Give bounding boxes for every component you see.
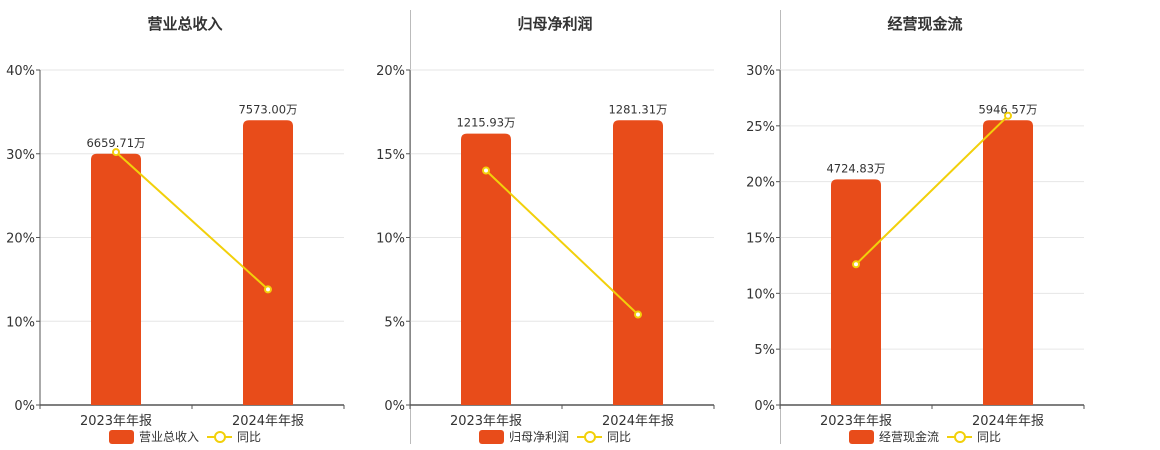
y-tick-label: 25% [746, 120, 775, 135]
y-tick-label: 20% [376, 64, 405, 79]
y-tick-label: 10% [746, 287, 775, 302]
chart-legend: 经营现金流 同比 [740, 428, 1110, 445]
chart-legend: 营业总收入 同比 [0, 428, 370, 445]
legend-item-bar[interactable]: 营业总收入 [108, 428, 199, 445]
x-tick-label: 2023年年报 [80, 414, 152, 429]
chart-title: 经营现金流 [887, 15, 963, 33]
chart-legend: 归母净利润 同比 [370, 428, 740, 445]
yoy-point [264, 285, 272, 294]
y-tick-label: 10% [6, 315, 35, 330]
y-tick-label: 40% [6, 64, 35, 79]
yoy-point [1004, 111, 1012, 120]
legend-label: 同比 [977, 430, 1002, 444]
legend-item-line[interactable]: 同比 [207, 428, 261, 445]
legend-label: 经营现金流 [878, 430, 939, 444]
legend-bar-swatch-icon [478, 429, 504, 444]
legend-item-line[interactable]: 同比 [947, 428, 1001, 445]
chart-plot: 0% 10% 20% 30% 40% 2023年年报 2024年年报 6659.71万 7573… [6, 64, 345, 429]
bar [461, 133, 511, 405]
chart-plot: 0% 5% 10% 15% 20% 2023年年报 2024年年报 1215.93万 1281.… [376, 64, 715, 429]
x-tick-label: 2024年年报 [972, 414, 1044, 429]
yoy-point [634, 310, 642, 319]
chart-title: 归母净利润 [517, 15, 593, 33]
chart-title: 营业总收入 [147, 15, 223, 33]
y-tick-label: 0% [754, 399, 775, 414]
data-label: 1281.31万 [608, 102, 667, 116]
legend-bar-swatch-icon [848, 429, 874, 444]
data-label: 7573.00万 [238, 102, 297, 116]
data-label: 6659.71万 [86, 136, 145, 150]
legend-bar-swatch-icon [108, 429, 134, 444]
yoy-line [115, 151, 269, 291]
legend-item-bar[interactable]: 经营现金流 [848, 428, 939, 445]
yoy-point [112, 148, 120, 157]
chart-panel: 经营现金流 0% 5% 10% 15% 20% 25% 30% 2023年年报 2024年年报 47… [740, 0, 1110, 450]
chart-panel: 营业总收入 0% 10% 20% 30% 40% 2023年年报 2024年年报 6659.71… [0, 0, 370, 450]
legend-label: 同比 [237, 430, 262, 444]
y-tick-label: 5% [384, 315, 405, 330]
x-tick-label: 2023年年报 [450, 414, 522, 429]
legend-label: 同比 [607, 430, 632, 444]
legend-line-swatch-icon [947, 430, 972, 444]
bar [831, 179, 881, 405]
legend-item-line[interactable]: 同比 [577, 428, 631, 445]
x-tick-label: 2024年年报 [602, 414, 674, 429]
legend-line-swatch-icon [207, 430, 232, 444]
y-tick-label: 30% [746, 64, 775, 79]
legend-label: 营业总收入 [138, 430, 199, 444]
x-tick-label: 2024年年报 [232, 414, 304, 429]
y-tick-label: 0% [384, 399, 405, 414]
y-tick-label: 0% [14, 399, 35, 414]
legend-label: 归母净利润 [508, 430, 569, 444]
bar [91, 153, 141, 405]
bar [983, 120, 1033, 405]
legend-item-bar[interactable]: 归母净利润 [478, 428, 569, 445]
yoy-point [482, 166, 490, 175]
x-tick-label: 2023年年报 [820, 414, 892, 429]
y-tick-label: 15% [746, 232, 775, 247]
yoy-line [855, 115, 1009, 266]
y-tick-label: 5% [754, 343, 775, 358]
y-tick-label: 30% [6, 148, 35, 163]
yoy-line [485, 169, 639, 316]
chart-plot: 0% 5% 10% 15% 20% 25% 30% 2023年年报 2024年年报 4724.83… [746, 64, 1085, 429]
bar [243, 120, 293, 405]
data-label: 5946.57万 [978, 102, 1037, 116]
y-tick-label: 20% [746, 176, 775, 191]
data-label: 1215.93万 [456, 116, 515, 130]
y-tick-label: 15% [376, 148, 405, 163]
legend-line-swatch-icon [577, 430, 602, 444]
chart-panel: 归母净利润 0% 5% 10% 15% 20% 2023年年报 2024年年报 1215.93万… [370, 0, 740, 450]
y-tick-label: 20% [6, 232, 35, 247]
data-label: 4724.83万 [826, 161, 885, 175]
y-tick-label: 10% [376, 232, 405, 247]
bar [613, 120, 663, 405]
yoy-point [852, 260, 860, 269]
